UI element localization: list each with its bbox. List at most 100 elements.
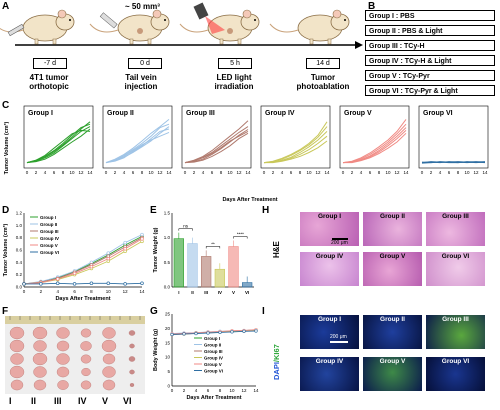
tumor-blob — [9, 326, 25, 340]
chart-c-xtick: 10 — [227, 170, 233, 175]
chart-d-point — [140, 237, 144, 241]
tumor-blob — [56, 353, 70, 365]
chart-c-title: Group V — [344, 110, 372, 117]
he-cell-label: Group VI — [441, 253, 470, 260]
chart-c-xtick: 6 — [53, 170, 56, 175]
tumor-blob — [10, 353, 24, 365]
ki67-cell-1: Group I — [300, 315, 359, 349]
chart-d-series-line — [23, 238, 143, 285]
tumor-blob — [10, 379, 24, 391]
chart-c-line — [105, 123, 170, 164]
ruler — [5, 316, 145, 324]
chart-g-point — [218, 330, 222, 335]
chart-e-ytick: 1.0 — [164, 235, 171, 240]
chart-c-xtick: 0 — [421, 170, 424, 175]
chart-c-xtick: 6 — [290, 170, 293, 175]
chart-d-xtick: 4 — [56, 289, 59, 294]
chart-e-xtick: I — [178, 290, 179, 295]
chart-d: 0.0 0.2 0.4 0.6 0.8 1.0 1.2 0 2 4 6 8 10 12 14 Tumor Vo… — [2, 211, 145, 303]
ki67-cell-6: Group VI — [426, 357, 485, 391]
chart-d-point — [89, 264, 94, 269]
panel-label-g: G — [150, 306, 158, 317]
chart-g-xtick: 12 — [241, 388, 247, 393]
chart-c-xtick: 0 — [263, 170, 266, 175]
chart-c-line — [263, 126, 328, 164]
chart-c-line — [184, 120, 249, 164]
chart-d-ytick: 1.2 — [16, 211, 23, 216]
photo-label-iv: IV — [78, 396, 87, 406]
chart-c-frame — [339, 105, 410, 169]
tumor-photo-labels: I II III IV V VI — [5, 396, 145, 408]
chart-d-ytick: 0.2 — [16, 272, 23, 277]
chart-c-xtick: 12 — [315, 170, 321, 175]
chart-c-title: Group IV — [265, 110, 295, 117]
chart-g-ytick: 25 — [165, 312, 171, 317]
chart-c-title: Group III — [186, 110, 215, 117]
chart-d-point — [22, 282, 26, 286]
chart-c-xtick: 6 — [369, 170, 372, 175]
tumor-blob — [129, 369, 135, 375]
chart-g-legend-label: Group IV — [204, 355, 223, 360]
chart-g-legend-label: Group V — [204, 362, 222, 367]
tumor-blob — [81, 367, 91, 377]
chart-c-line — [184, 130, 249, 164]
chart-c-title: Group II — [107, 110, 134, 117]
chart-c-xtick: 0 — [105, 170, 108, 175]
chart-g-ytick: 5 — [167, 369, 170, 374]
chart-c-xtick: 14 — [87, 170, 93, 175]
chart-c-line — [184, 129, 249, 164]
chart-d-xtick: 14 — [139, 289, 145, 294]
chart-g-point — [170, 332, 174, 337]
tumor-photo-drawing — [9, 316, 141, 391]
he-cell-label: Group IV — [315, 253, 344, 260]
tumor-photo — [5, 316, 145, 394]
tumor-blob — [101, 339, 117, 353]
chart-g-xtick: 0 — [171, 388, 174, 393]
chart-c-xtick: 0 — [342, 170, 345, 175]
mouse-icon-4 — [269, 9, 350, 45]
chart-g-series-line — [171, 329, 257, 335]
chart-g-xtick: 2 — [183, 388, 186, 393]
chart-d-legend-label: Group I — [40, 215, 56, 220]
chart-c-xtick: 6 — [211, 170, 214, 175]
panel-label-a: A — [2, 1, 10, 12]
chart-c-line — [342, 123, 407, 164]
chart-d-legend-label: Group IV — [40, 236, 59, 241]
chart-d-point — [123, 240, 127, 245]
chart-c-line — [343, 132, 407, 164]
chart-d-series-line — [24, 282, 143, 285]
chart-c-xtick: 8 — [457, 170, 460, 175]
chart-c-xtick: 10 — [306, 170, 312, 175]
tumor-blob — [102, 353, 116, 365]
tumor-blob — [129, 383, 135, 387]
chart-c-xtick: 0 — [184, 170, 187, 175]
chart-c-xtick: 10 — [464, 170, 470, 175]
tumor-blob — [33, 379, 47, 391]
syringe-icon-2 — [99, 12, 118, 29]
tumor-blob — [102, 379, 116, 391]
chart-e-xtick: VI — [245, 290, 249, 295]
chart-g: 0 5 10 15 20 25 0 2 4 6 8 10 12 14 Body Weight (g) Days… — [153, 312, 259, 402]
ki67-scale-label: 200 μm — [330, 334, 347, 340]
day-box-4: 14 d — [306, 58, 340, 69]
chart-g-point — [242, 329, 246, 333]
chart-d-point — [106, 251, 111, 255]
chart-c-xtick: 4 — [123, 170, 126, 175]
chart-d-point — [140, 281, 144, 286]
chart-g-xlabel: Days After Treatment — [186, 395, 241, 401]
ki67-cell-3: Group III — [426, 315, 485, 349]
chart-g-legend-label: Group III — [204, 349, 223, 354]
chart-c-title: Group I — [28, 110, 53, 117]
chart-c-xtick: 12 — [78, 170, 84, 175]
chart-c-xtick: 14 — [245, 170, 251, 175]
day-box-1: -7 d — [33, 58, 67, 69]
ki67-cell-5: Group V — [363, 357, 422, 391]
chart-c-xtick: 2 — [351, 170, 354, 175]
step-label-2: Tail vein injection — [124, 73, 158, 91]
tumor-blob — [33, 340, 47, 352]
chart-c-frame — [23, 105, 94, 169]
chart-d-legend-label: Group VI — [40, 250, 59, 255]
chart-d-ytick: 0.6 — [16, 248, 23, 253]
chart-d-xlabel: Days After Treatment — [55, 296, 110, 302]
